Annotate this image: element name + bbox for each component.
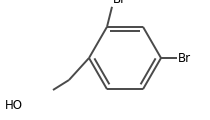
Text: HO: HO [5,99,23,112]
Text: Br: Br [178,51,191,65]
Text: Br: Br [113,0,126,6]
